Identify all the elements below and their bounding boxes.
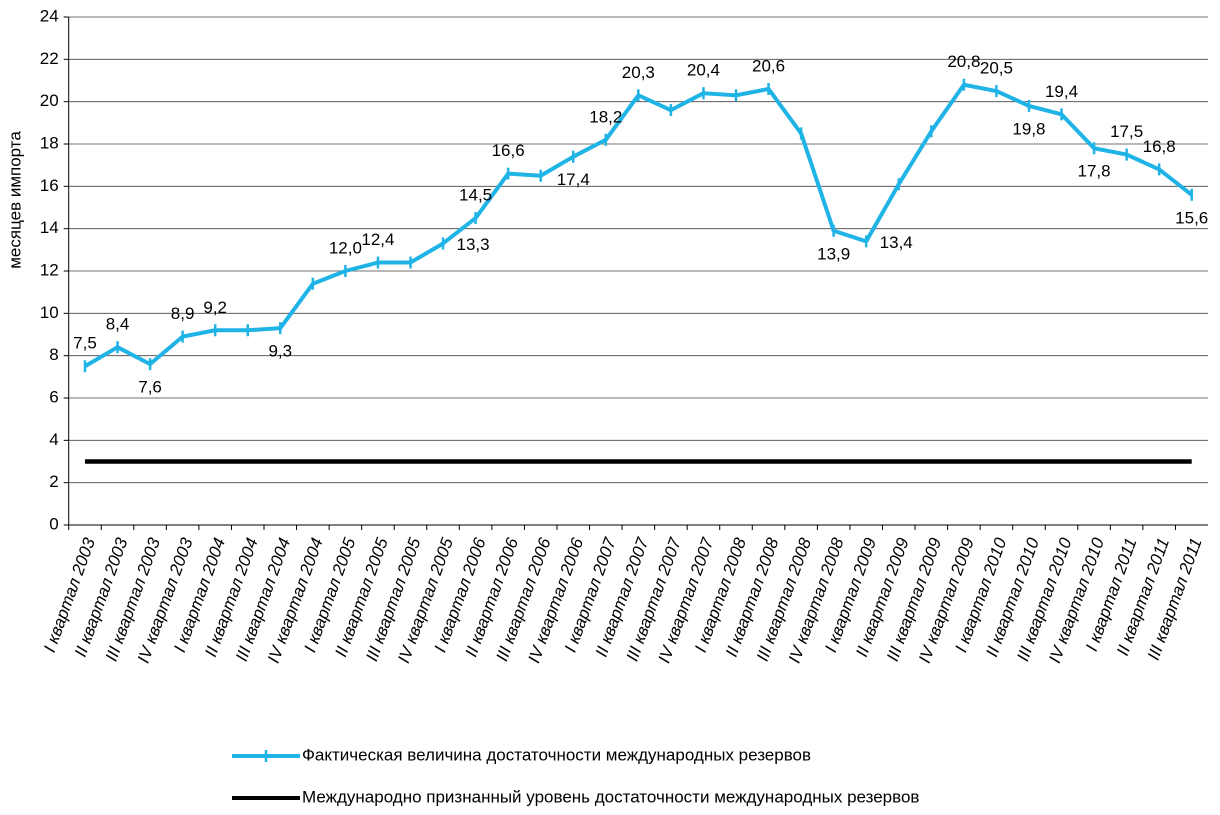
data-label: 12,4 — [361, 230, 394, 249]
y-tick-label: 2 — [49, 472, 58, 491]
data-label: 9,3 — [268, 342, 292, 361]
data-label: 9,2 — [203, 298, 227, 317]
data-label: 13,4 — [880, 233, 913, 252]
data-label: 19,8 — [1012, 119, 1045, 138]
data-label: 13,9 — [817, 244, 850, 263]
data-label: 16,6 — [492, 141, 525, 160]
data-label: 13,3 — [456, 235, 489, 254]
y-tick-label: 4 — [49, 430, 58, 449]
data-label: 14,5 — [459, 186, 492, 205]
data-label: 15,6 — [1175, 208, 1208, 227]
data-label: 17,8 — [1078, 162, 1111, 181]
legend-label: Международно признанный уровень достаточ… — [302, 787, 919, 806]
data-label: 18,2 — [589, 107, 622, 126]
data-label: 20,4 — [687, 61, 720, 80]
data-label: 7,5 — [73, 334, 97, 353]
y-tick-label: 14 — [40, 218, 59, 237]
data-label: 8,9 — [171, 304, 195, 323]
y-tick-label: 20 — [40, 91, 59, 110]
y-tick-label: 8 — [49, 345, 58, 364]
y-tick-label: 6 — [49, 387, 58, 406]
legend-label: Фактическая величина достаточности между… — [302, 745, 811, 764]
data-label: 20,5 — [980, 59, 1013, 78]
y-tick-label: 18 — [40, 133, 59, 152]
y-tick-label: 0 — [49, 514, 58, 533]
data-label: 7,6 — [138, 378, 162, 397]
y-tick-label: 16 — [40, 176, 59, 195]
y-tick-label: 12 — [40, 260, 59, 279]
y-axis-label: месяцев импорта — [5, 131, 24, 269]
data-label: 8,4 — [106, 315, 130, 334]
data-label: 20,6 — [752, 56, 785, 75]
y-tick-label: 24 — [40, 6, 59, 25]
data-label: 19,4 — [1045, 82, 1078, 101]
y-tick-label: 22 — [40, 49, 59, 68]
y-tick-label: 10 — [40, 303, 59, 322]
data-label: 17,4 — [557, 170, 590, 189]
data-label: 12,0 — [329, 238, 362, 257]
data-label: 20,8 — [947, 52, 980, 71]
data-label: 20,3 — [622, 63, 655, 82]
data-label: 17,5 — [1110, 122, 1143, 141]
data-label: 16,8 — [1143, 137, 1176, 156]
